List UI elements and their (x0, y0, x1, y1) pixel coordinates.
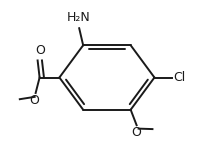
Text: Cl: Cl (173, 71, 186, 84)
Text: O: O (35, 44, 45, 57)
Text: O: O (30, 94, 40, 107)
Text: O: O (132, 126, 142, 139)
Text: H₂N: H₂N (66, 11, 90, 24)
